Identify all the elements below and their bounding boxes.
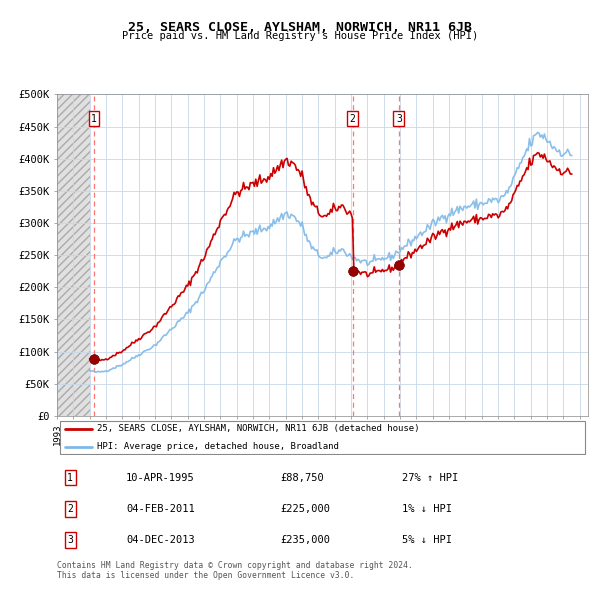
Text: 25, SEARS CLOSE, AYLSHAM, NORWICH, NR11 6JB: 25, SEARS CLOSE, AYLSHAM, NORWICH, NR11 … <box>128 21 472 34</box>
Text: 10-APR-1995: 10-APR-1995 <box>126 473 195 483</box>
Text: 3: 3 <box>396 114 402 124</box>
Text: 5% ↓ HPI: 5% ↓ HPI <box>402 535 452 545</box>
Text: £88,750: £88,750 <box>280 473 324 483</box>
Text: 04-FEB-2011: 04-FEB-2011 <box>126 504 195 514</box>
Bar <box>57 94 89 416</box>
Text: 27% ↑ HPI: 27% ↑ HPI <box>402 473 458 483</box>
Text: £235,000: £235,000 <box>280 535 330 545</box>
Text: £225,000: £225,000 <box>280 504 330 514</box>
Text: 3: 3 <box>67 535 73 545</box>
Text: 2: 2 <box>67 504 73 514</box>
Text: HPI: Average price, detached house, Broadland: HPI: Average price, detached house, Broa… <box>97 442 338 451</box>
Text: 04-DEC-2013: 04-DEC-2013 <box>126 535 195 545</box>
Text: 1% ↓ HPI: 1% ↓ HPI <box>402 504 452 514</box>
Text: 1: 1 <box>67 473 73 483</box>
Text: 1: 1 <box>91 114 97 124</box>
FancyBboxPatch shape <box>59 421 586 454</box>
Text: Contains HM Land Registry data © Crown copyright and database right 2024.
This d: Contains HM Land Registry data © Crown c… <box>57 560 413 580</box>
Text: 2: 2 <box>350 114 356 124</box>
Text: 25, SEARS CLOSE, AYLSHAM, NORWICH, NR11 6JB (detached house): 25, SEARS CLOSE, AYLSHAM, NORWICH, NR11 … <box>97 424 419 434</box>
Text: Price paid vs. HM Land Registry's House Price Index (HPI): Price paid vs. HM Land Registry's House … <box>122 31 478 41</box>
